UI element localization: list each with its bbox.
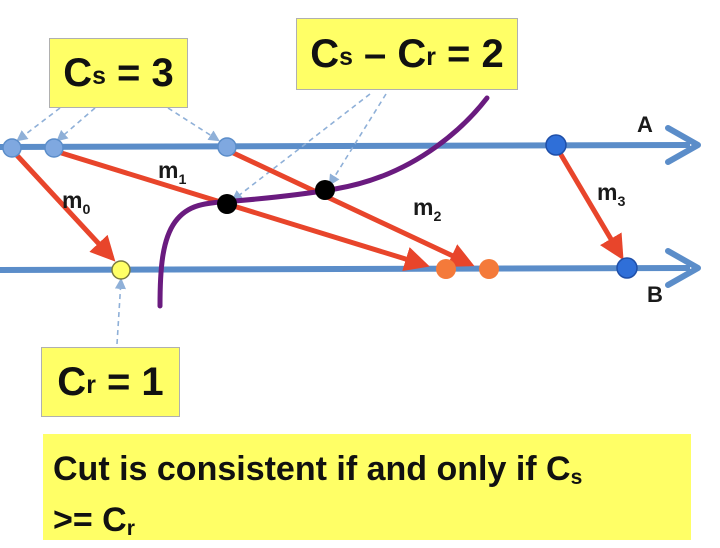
messages: [10, 146, 624, 272]
diff-c1: C: [310, 31, 340, 76]
pointer-diff-to-cut-1: [231, 93, 371, 202]
process-label-b: B: [647, 282, 663, 307]
pointer-diff-to-cut-2: [328, 93, 387, 186]
caption-line-2: >= Cr: [53, 501, 135, 541]
receive-event-m3: [616, 257, 638, 279]
timeline-b: [0, 248, 701, 288]
sent-count-c: C: [63, 50, 93, 95]
diff-value: = 2: [435, 31, 504, 76]
cut-point-m1: [217, 194, 237, 214]
pointer-cs-to-send-0: [16, 107, 61, 142]
label-m3: m3: [597, 179, 625, 210]
label-m1: m1: [158, 157, 186, 188]
send-event-m2: [217, 137, 237, 157]
diff-sub1: s: [339, 44, 353, 72]
pointer-cs-to-send-1: [56, 107, 96, 142]
pointer-cs-to-send-2: [167, 107, 220, 142]
diff-minus-c2: – C: [352, 31, 427, 76]
pointer-arrows: [16, 93, 387, 345]
consistency-caption: Cut is consistent if and only if Cs >= C…: [43, 434, 691, 540]
message-m1: [54, 148, 430, 272]
send-event-m3: [545, 134, 567, 156]
sent-count-value: = 3: [105, 50, 174, 95]
caption-line-1: Cut is consistent if and only if Cs: [53, 450, 583, 490]
message-m0: [10, 148, 116, 262]
receive-event-m0: [111, 260, 131, 280]
sent-count-sub: s: [92, 63, 106, 91]
send-event-m0: [2, 138, 22, 158]
received-count-c: C: [57, 359, 87, 404]
pointer-cr-to-receive: [114, 277, 127, 345]
timeline-a: [0, 125, 701, 165]
receive-event-m1: [436, 259, 456, 279]
message-m2: [225, 147, 475, 267]
cut-point-m2: [315, 180, 335, 200]
diff-sub2: r: [426, 44, 436, 72]
process-label-a: A: [637, 112, 653, 137]
received-count-value: = 1: [95, 359, 164, 404]
label-m2: m2: [413, 194, 441, 225]
received-count-sub: r: [86, 372, 96, 400]
label-m0: m0: [62, 187, 90, 218]
receive-event-m2: [479, 259, 499, 279]
cut-line: [157, 95, 490, 309]
send-event-m1: [44, 138, 64, 158]
message-m3: [554, 146, 624, 261]
